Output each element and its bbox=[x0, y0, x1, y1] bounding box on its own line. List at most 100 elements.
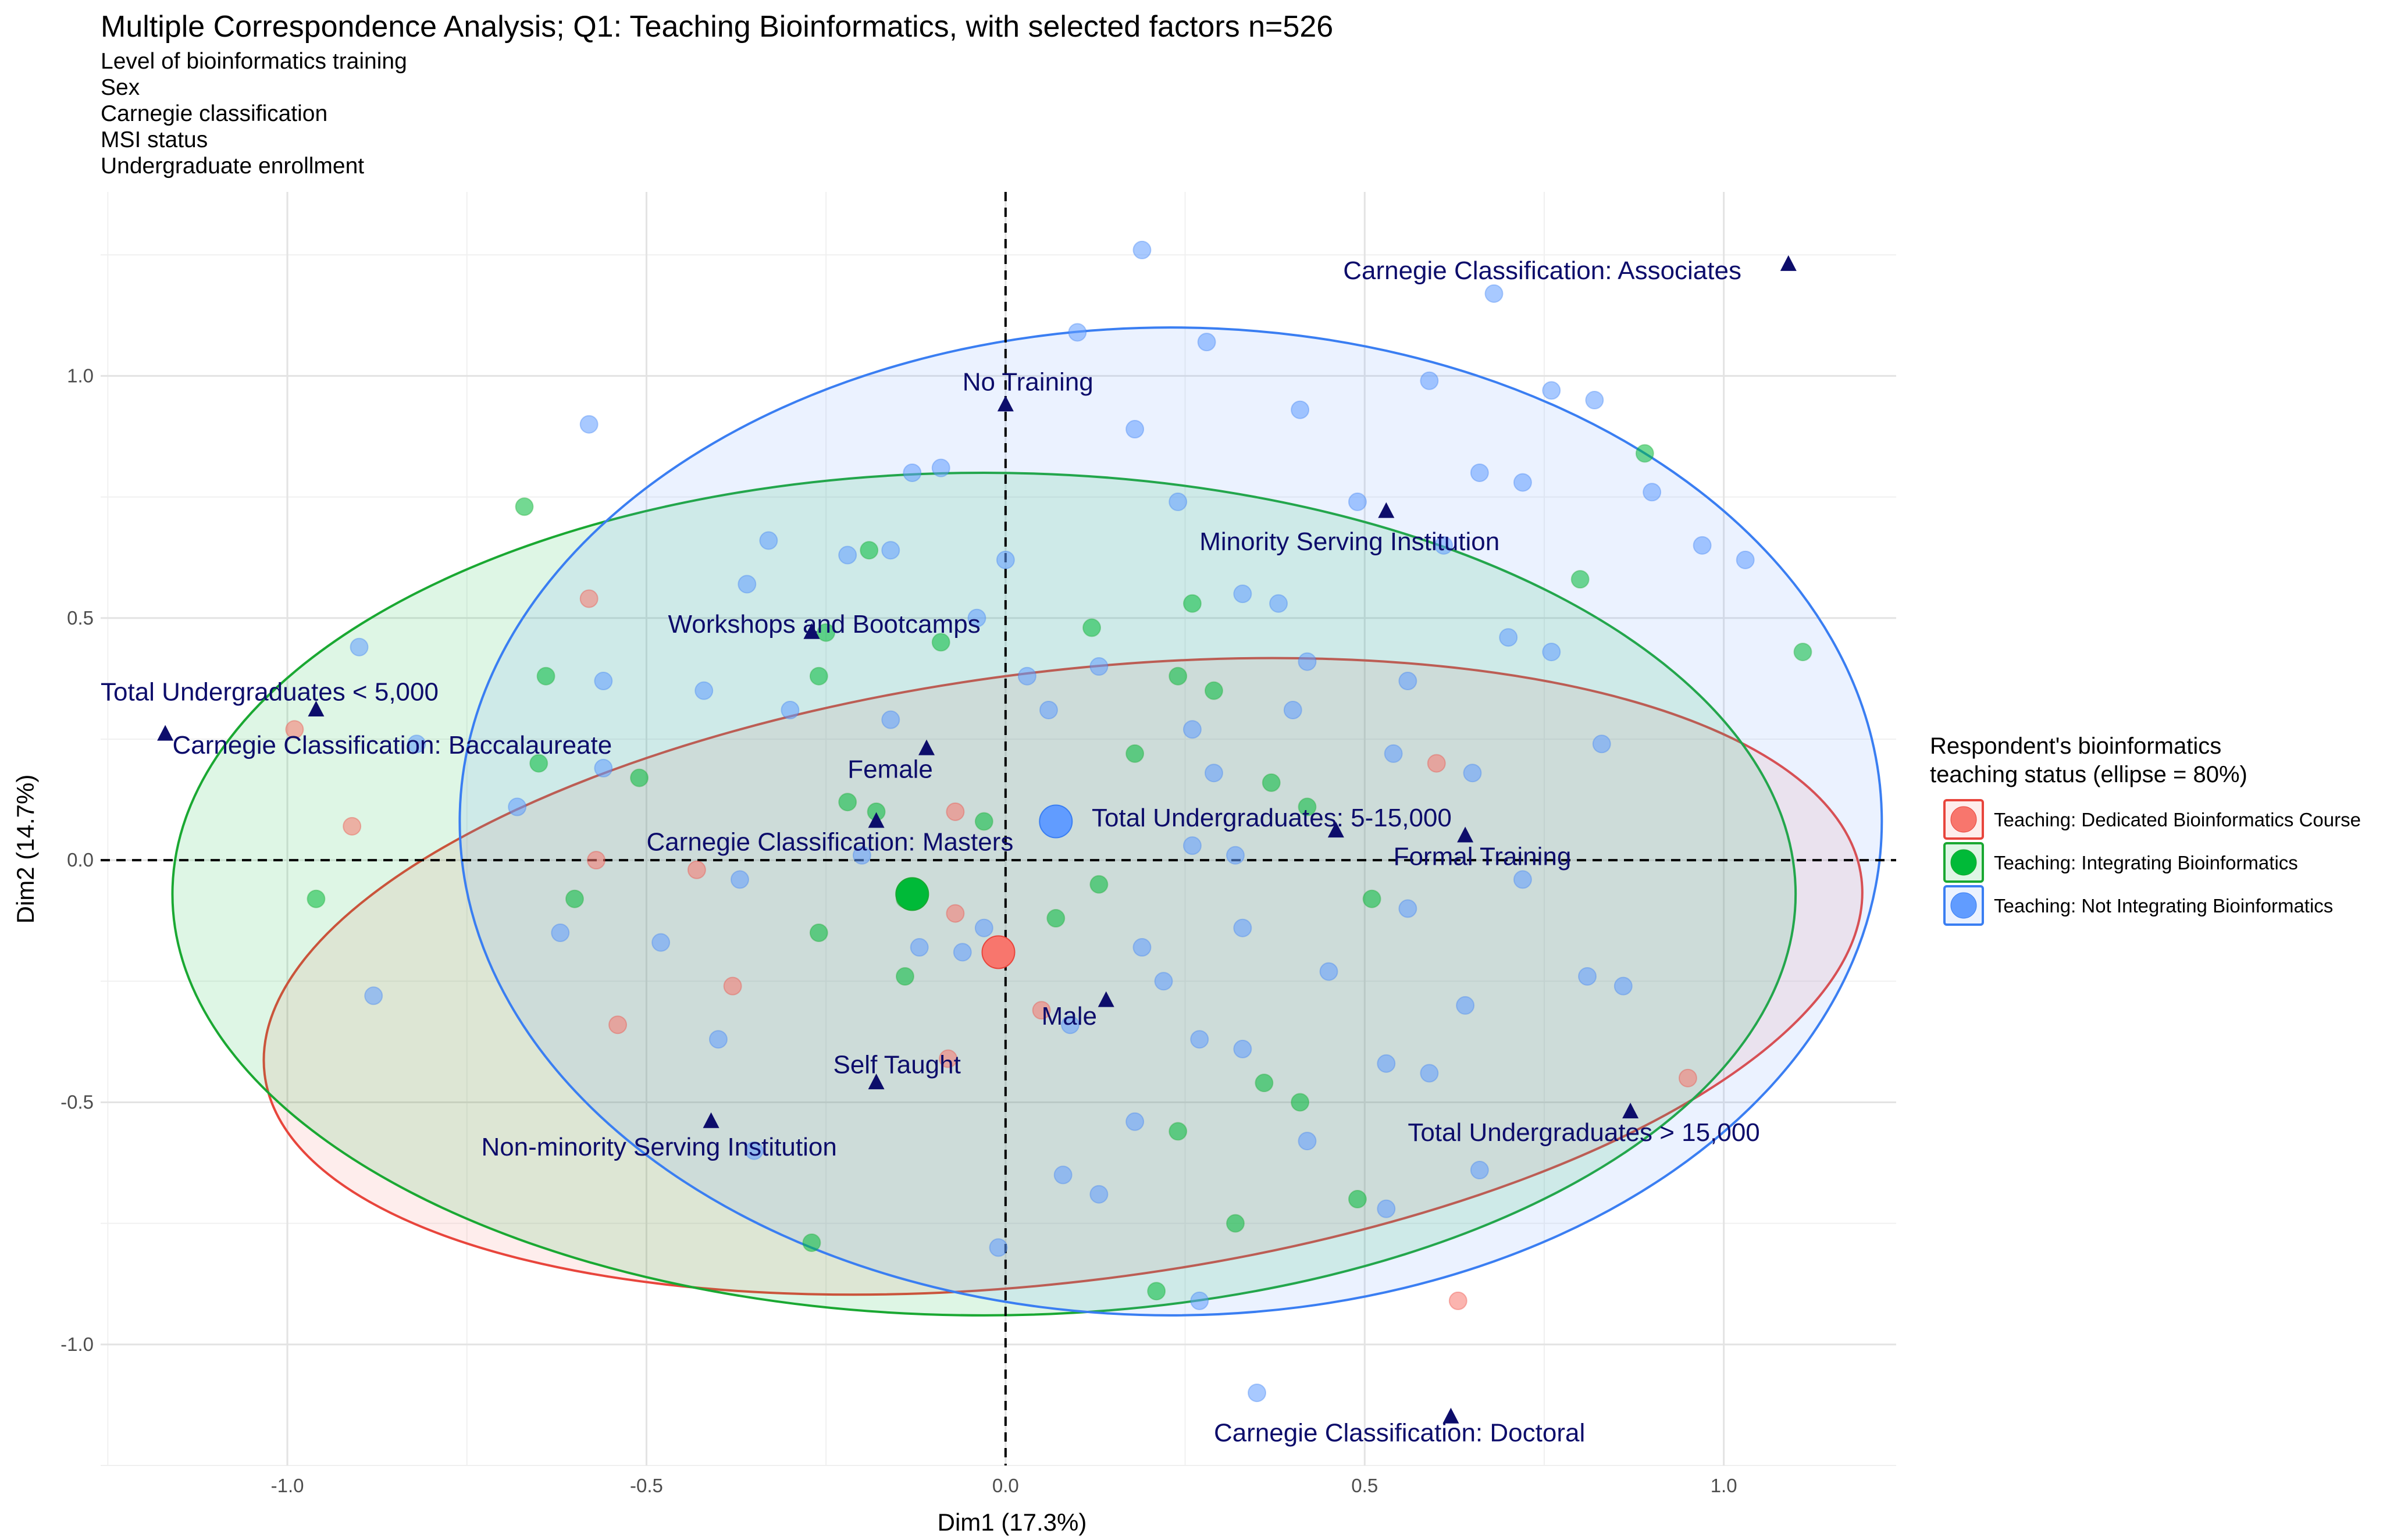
data-point-series-2 bbox=[565, 889, 584, 908]
tick-labels: -1.0 -0.5 0.0 0.5 1.0 -1.0 -0.5 0.0 0.5 1.0 bbox=[60, 365, 1737, 1496]
data-point-series-3 bbox=[996, 550, 1015, 569]
data-point-series-3 bbox=[1053, 1165, 1073, 1185]
data-point-series-3 bbox=[745, 1141, 764, 1160]
data-point-series-3 bbox=[1484, 284, 1504, 303]
data-point-series-3 bbox=[364, 986, 383, 1005]
x-axis-title: Dim1 (17.3%) bbox=[938, 1509, 1087, 1536]
data-point-series-3 bbox=[1513, 473, 1532, 492]
data-point-series-3 bbox=[1298, 1132, 1317, 1151]
data-point-series-2 bbox=[1169, 666, 1188, 686]
data-point-series-3 bbox=[852, 846, 871, 865]
data-point-series-3 bbox=[953, 943, 972, 962]
y-tick-label: 1.0 bbox=[67, 365, 94, 386]
data-point-series-3 bbox=[1248, 1383, 1267, 1403]
data-point-series-2 bbox=[1793, 643, 1812, 662]
data-point-series-3 bbox=[1377, 1054, 1396, 1073]
data-point-series-3 bbox=[1125, 1112, 1145, 1131]
data-point-series-2 bbox=[1089, 875, 1109, 894]
data-point-series-3 bbox=[1154, 972, 1173, 991]
data-point-series-2 bbox=[1147, 1282, 1166, 1301]
data-point-series-3 bbox=[1542, 643, 1561, 662]
data-point-series-2 bbox=[802, 1233, 821, 1252]
data-point-series-2 bbox=[630, 768, 649, 787]
variable-marker bbox=[1442, 1407, 1459, 1424]
data-point-series-2 bbox=[307, 889, 326, 908]
data-point-series-3 bbox=[1592, 734, 1611, 754]
data-point-series-3 bbox=[1182, 836, 1202, 855]
data-point-series-3 bbox=[781, 700, 800, 719]
data-point-series-3 bbox=[1384, 744, 1403, 763]
ellipse-series-3 bbox=[458, 326, 1883, 1317]
variable-marker bbox=[868, 1074, 885, 1090]
legend: Respondent's bioinformatics teaching sta… bbox=[1930, 733, 2361, 926]
variable-marker bbox=[1378, 502, 1395, 518]
data-point-series-2 bbox=[1298, 797, 1317, 816]
data-point-series-3 bbox=[1377, 1199, 1396, 1218]
data-point-series-3 bbox=[694, 681, 714, 700]
data-point-series-3 bbox=[1463, 764, 1482, 783]
data-point-series-2 bbox=[1362, 889, 1381, 908]
data-point-series-2 bbox=[1348, 1190, 1367, 1209]
data-point-series-3 bbox=[1233, 1039, 1252, 1058]
data-point-series-3 bbox=[1420, 371, 1439, 390]
variable-label: Self Taught bbox=[833, 1051, 960, 1079]
data-point-series-3 bbox=[738, 575, 757, 594]
chart-subtitle-line-5: Undergraduate enrollment bbox=[101, 154, 364, 179]
data-point-series-3 bbox=[594, 672, 613, 691]
variable-marker bbox=[1327, 822, 1344, 838]
data-point-series-2 bbox=[1570, 570, 1590, 589]
data-point-series-3 bbox=[508, 797, 527, 816]
data-point-series-3 bbox=[1089, 1185, 1109, 1204]
legend-label-series-2: Teaching: Integrating Bioinformatics bbox=[1994, 852, 2298, 873]
data-point-series-2 bbox=[974, 812, 993, 831]
x-tick-label: -0.5 bbox=[630, 1475, 663, 1496]
legend-label-series-1: Teaching: Dedicated Bioinformatics Cours… bbox=[1994, 809, 2361, 830]
variable-label: Workshops and Bootcamps bbox=[668, 610, 980, 639]
data-point-series-3 bbox=[651, 933, 671, 952]
data-point-series-3 bbox=[967, 608, 986, 627]
variable-marker bbox=[157, 725, 174, 741]
data-point-series-3 bbox=[1434, 536, 1454, 555]
variable-label: Carnegie Classification: Baccalaureate bbox=[172, 731, 612, 759]
data-point-series-2 bbox=[536, 666, 555, 686]
legend-point-series-3 bbox=[1950, 892, 1977, 919]
centroid-series-1 bbox=[981, 935, 1016, 969]
data-point-series-3 bbox=[1132, 938, 1152, 957]
legend-label-series-3: Teaching: Not Integrating Bioinformatics bbox=[1994, 895, 2333, 917]
data-point-series-1 bbox=[946, 802, 965, 821]
variable-categories: Carnegie Classification: Associates No Tr… bbox=[101, 255, 1797, 1447]
data-point-series-3 bbox=[1348, 492, 1367, 511]
legend-title-line-1: Respondent's bioinformatics bbox=[1930, 733, 2221, 759]
chart-subtitle-line-3: Carnegie classification bbox=[101, 101, 327, 126]
data-point-series-3 bbox=[1736, 550, 1755, 569]
data-point-series-3 bbox=[1456, 996, 1475, 1015]
data-point-series-2 bbox=[1082, 618, 1102, 637]
data-point-series-3 bbox=[1169, 492, 1188, 511]
y-tick-label: 0.0 bbox=[67, 849, 94, 871]
data-point-series-2 bbox=[1125, 744, 1145, 763]
data-point-series-3 bbox=[1398, 672, 1417, 691]
chart-subtitle-line-2: Sex bbox=[101, 75, 140, 100]
y-axis-title: Dim2 (14.7%) bbox=[12, 775, 39, 924]
data-point-series-3 bbox=[1693, 536, 1712, 555]
variable-marker bbox=[1098, 991, 1114, 1007]
data-point-series-1 bbox=[1678, 1068, 1697, 1087]
data-point-series-2 bbox=[809, 923, 828, 943]
data-point-series-3 bbox=[1470, 463, 1489, 482]
data-point-series-1 bbox=[687, 860, 706, 879]
legend-point-series-1 bbox=[1950, 806, 1977, 833]
x-tick-label: 0.0 bbox=[992, 1475, 1019, 1496]
data-point-series-1 bbox=[587, 851, 606, 870]
data-point-series-1 bbox=[608, 1015, 628, 1035]
y-tick-label: -1.0 bbox=[60, 1333, 94, 1355]
variable-label: Carnegie Classification: Masters bbox=[646, 828, 1013, 856]
data-point-series-3 bbox=[1182, 720, 1202, 739]
variable-marker bbox=[308, 700, 325, 716]
legend-items: Teaching: Dedicated Bioinformatics Cours… bbox=[1943, 799, 2361, 926]
x-tick-label: -1.0 bbox=[271, 1475, 304, 1496]
data-point-series-2 bbox=[1046, 909, 1066, 928]
data-point-series-2 bbox=[515, 497, 534, 516]
variable-marker bbox=[997, 395, 1014, 412]
x-tick-label: 1.0 bbox=[1711, 1475, 1737, 1496]
data-point-series-3 bbox=[1039, 700, 1058, 719]
